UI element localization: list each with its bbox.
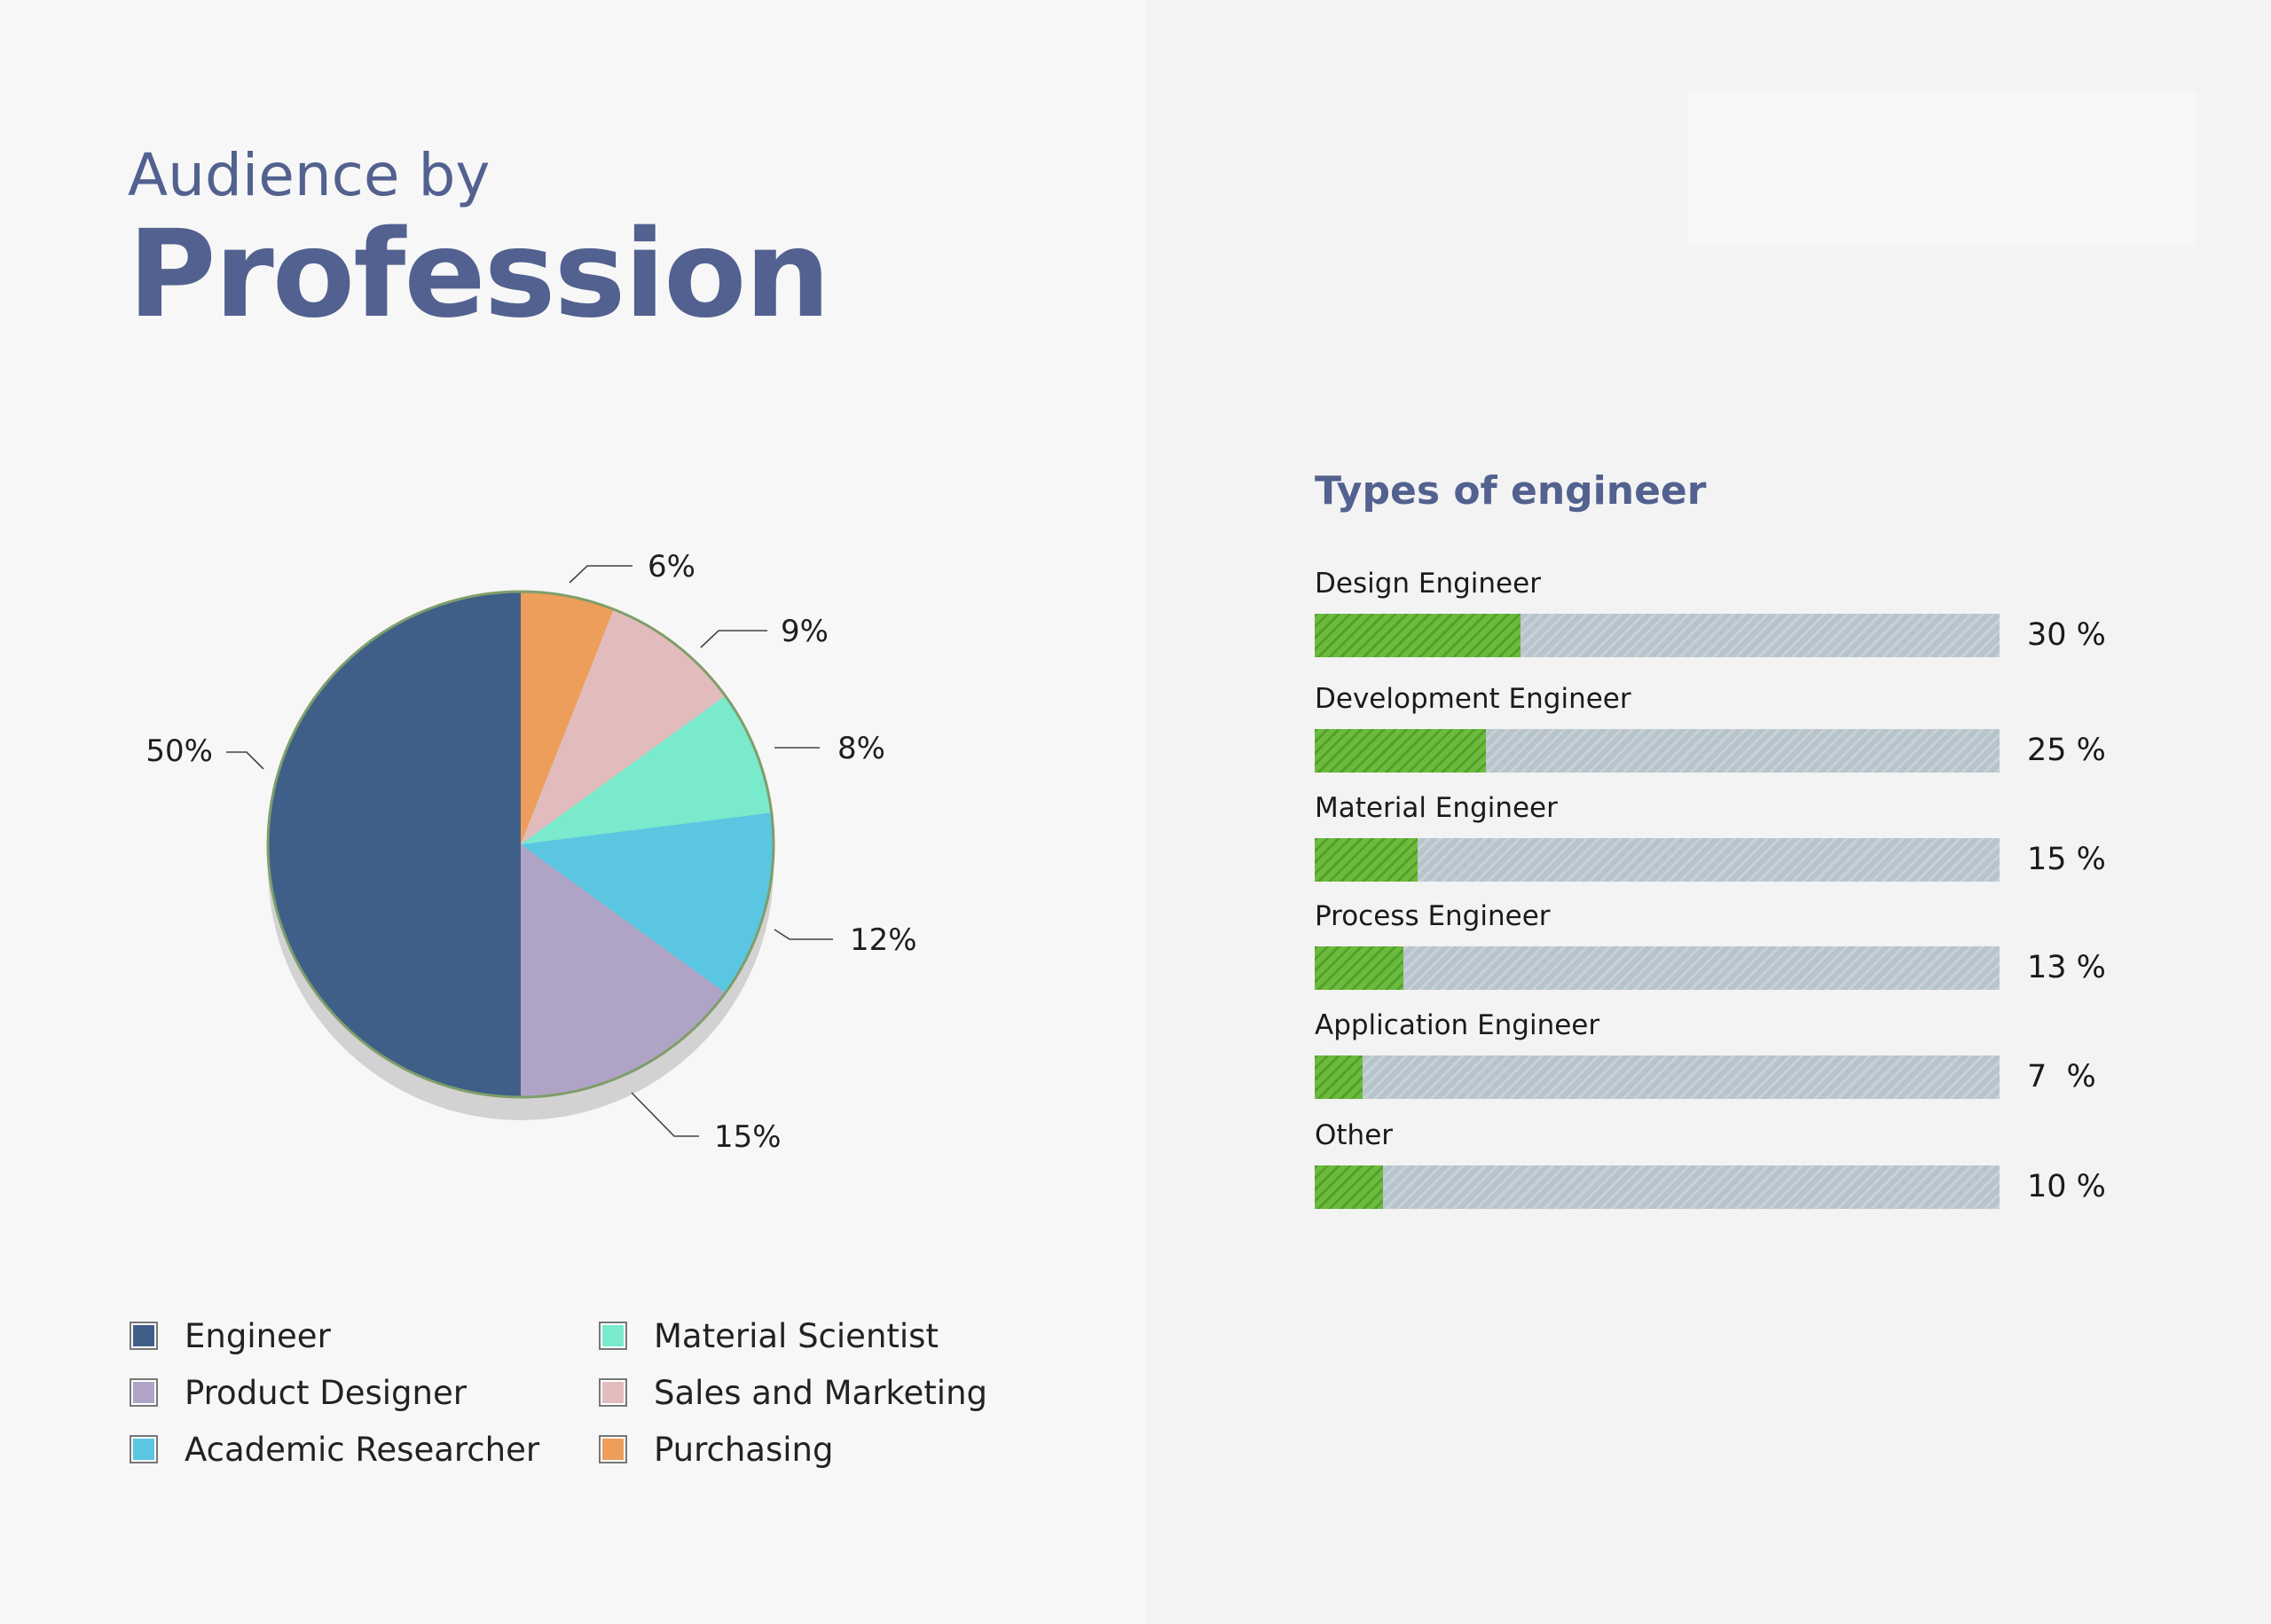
pie-label-academic-researcher: 12%	[850, 922, 917, 958]
bar-row-process-engineer: Process Engineer 13 %	[1315, 900, 2149, 998]
pie-label-sales-and-marketing: 9%	[781, 614, 829, 649]
bar-label: Design Engineer	[1315, 568, 1541, 600]
legend-swatch-purchasing	[599, 1435, 627, 1463]
legend-item-purchasing: Purchasing	[599, 1430, 834, 1469]
bar-fill	[1315, 729, 1486, 773]
bar-fill	[1315, 1165, 1384, 1209]
bar-label: Material Engineer	[1315, 792, 1558, 824]
bar-label: Application Engineer	[1315, 1009, 1600, 1041]
legend-swatch-sales-and-marketing	[599, 1378, 627, 1407]
legend-label: Sales and Marketing	[654, 1373, 988, 1412]
leader-line-product-designer	[631, 1092, 699, 1137]
pie-chart: 6% 9% 8% 12% 15% 50%	[145, 549, 917, 1155]
legend-swatch-product-designer	[130, 1378, 158, 1407]
pie-slice-purchasing	[521, 592, 614, 844]
leader-line-purchasing	[569, 565, 633, 584]
page-title: Profession	[128, 205, 830, 345]
bar-row-development-engineer: Development Engineer 25 %	[1315, 683, 2149, 781]
leader-line-engineer	[226, 751, 264, 770]
pie-label-engineer: 50%	[145, 734, 213, 769]
pie-slice-sales-and-marketing	[521, 609, 726, 844]
bar-fill	[1315, 614, 1521, 657]
legend-label: Material Scientist	[654, 1316, 939, 1355]
bar-row-material-engineer: Material Engineer 15 %	[1315, 792, 2149, 890]
bar-value-label: 7 %	[2027, 1059, 2096, 1094]
bar-value-label: 30 %	[2027, 617, 2106, 653]
bar-track	[1315, 729, 2000, 773]
bar-value-label: 25 %	[2027, 733, 2106, 768]
bar-value-label: 13 %	[2027, 950, 2106, 985]
legend-item-product-designer: Product Designer	[130, 1373, 467, 1412]
legend-label: Engineer	[185, 1316, 331, 1355]
bar-track	[1315, 1165, 2000, 1209]
pie-outline	[266, 590, 775, 1099]
bar-fill	[1315, 946, 1404, 990]
bar-row-other: Other 10 %	[1315, 1119, 2149, 1217]
legend-swatch-academic-researcher	[130, 1435, 158, 1463]
bar-track	[1315, 614, 2000, 657]
legend-swatch-material-scientist	[599, 1322, 627, 1350]
legend-item-sales-and-marketing: Sales and Marketing	[599, 1373, 988, 1412]
pie-label-purchasing: 6%	[648, 549, 695, 584]
legend-label: Academic Researcher	[185, 1430, 540, 1469]
bar-value-label: 10 %	[2027, 1169, 2106, 1204]
bar-row-application-engineer: Application Engineer 7 %	[1315, 1009, 2149, 1107]
pie-label-material-scientist: 8%	[837, 731, 885, 766]
bar-label: Process Engineer	[1315, 900, 1551, 932]
right-panel	[1145, 0, 2271, 1624]
placeholder-box	[1687, 90, 2196, 247]
pie-slice-material-scientist	[521, 695, 772, 844]
legend-item-engineer: Engineer	[130, 1316, 331, 1355]
legend-item-material-scientist: Material Scientist	[599, 1316, 939, 1355]
bar-track	[1315, 946, 2000, 990]
bar-track	[1315, 838, 2000, 882]
page-subtitle: Audience by	[128, 141, 491, 209]
pie-slice-product-designer	[521, 844, 726, 1097]
bar-track	[1315, 1055, 2000, 1099]
bar-chart-title: Types of engineer	[1315, 468, 1707, 514]
bar-fill	[1315, 1055, 1363, 1099]
pie-slice-academic-researcher	[521, 812, 774, 993]
legend-label: Product Designer	[185, 1373, 467, 1412]
pie-slice-engineer	[268, 592, 521, 1097]
pie-label-product-designer: 15%	[714, 1119, 782, 1155]
bar-fill	[1315, 838, 1418, 882]
bar-row-design-engineer: Design Engineer 30 %	[1315, 568, 2149, 665]
leader-line-sales-and-marketing	[700, 630, 767, 648]
bar-value-label: 15 %	[2027, 842, 2106, 877]
bar-label: Other	[1315, 1119, 1394, 1151]
leader-line-academic-researcher	[774, 929, 833, 940]
bar-label: Development Engineer	[1315, 683, 1631, 715]
legend-label: Purchasing	[654, 1430, 834, 1469]
legend-item-academic-researcher: Academic Researcher	[130, 1430, 540, 1469]
legend-swatch-engineer	[130, 1322, 158, 1350]
pie-legend: Engineer Product Designer Academic Resea…	[130, 1316, 1017, 1495]
